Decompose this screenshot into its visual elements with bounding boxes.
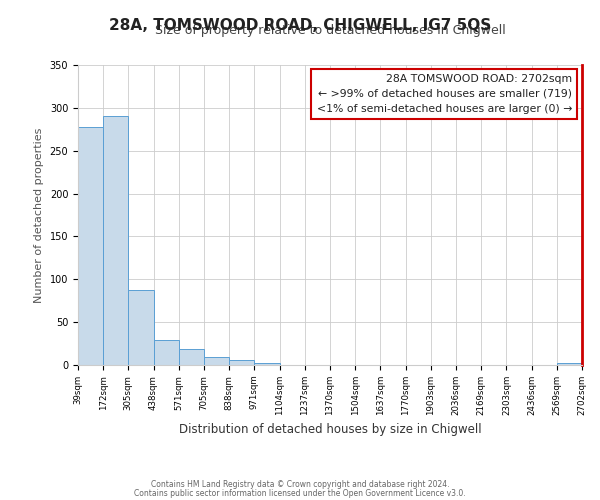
Bar <box>103 116 128 365</box>
Bar <box>154 340 179 365</box>
Title: Size of property relative to detached houses in Chigwell: Size of property relative to detached ho… <box>155 24 505 38</box>
Text: 28A, TOMSWOOD ROAD, CHIGWELL, IG7 5QS: 28A, TOMSWOOD ROAD, CHIGWELL, IG7 5QS <box>109 18 491 32</box>
Bar <box>78 126 103 365</box>
Bar <box>557 364 582 365</box>
Bar <box>179 348 204 365</box>
Bar <box>128 290 154 365</box>
Text: 28A TOMSWOOD ROAD: 2702sqm
← >99% of detached houses are smaller (719)
<1% of se: 28A TOMSWOOD ROAD: 2702sqm ← >99% of det… <box>317 74 572 114</box>
X-axis label: Distribution of detached houses by size in Chigwell: Distribution of detached houses by size … <box>179 424 481 436</box>
Bar <box>229 360 254 365</box>
Text: Contains public sector information licensed under the Open Government Licence v3: Contains public sector information licen… <box>134 488 466 498</box>
Text: Contains HM Land Registry data © Crown copyright and database right 2024.: Contains HM Land Registry data © Crown c… <box>151 480 449 489</box>
Bar <box>254 364 280 365</box>
Y-axis label: Number of detached properties: Number of detached properties <box>34 128 44 302</box>
Bar <box>204 358 229 365</box>
